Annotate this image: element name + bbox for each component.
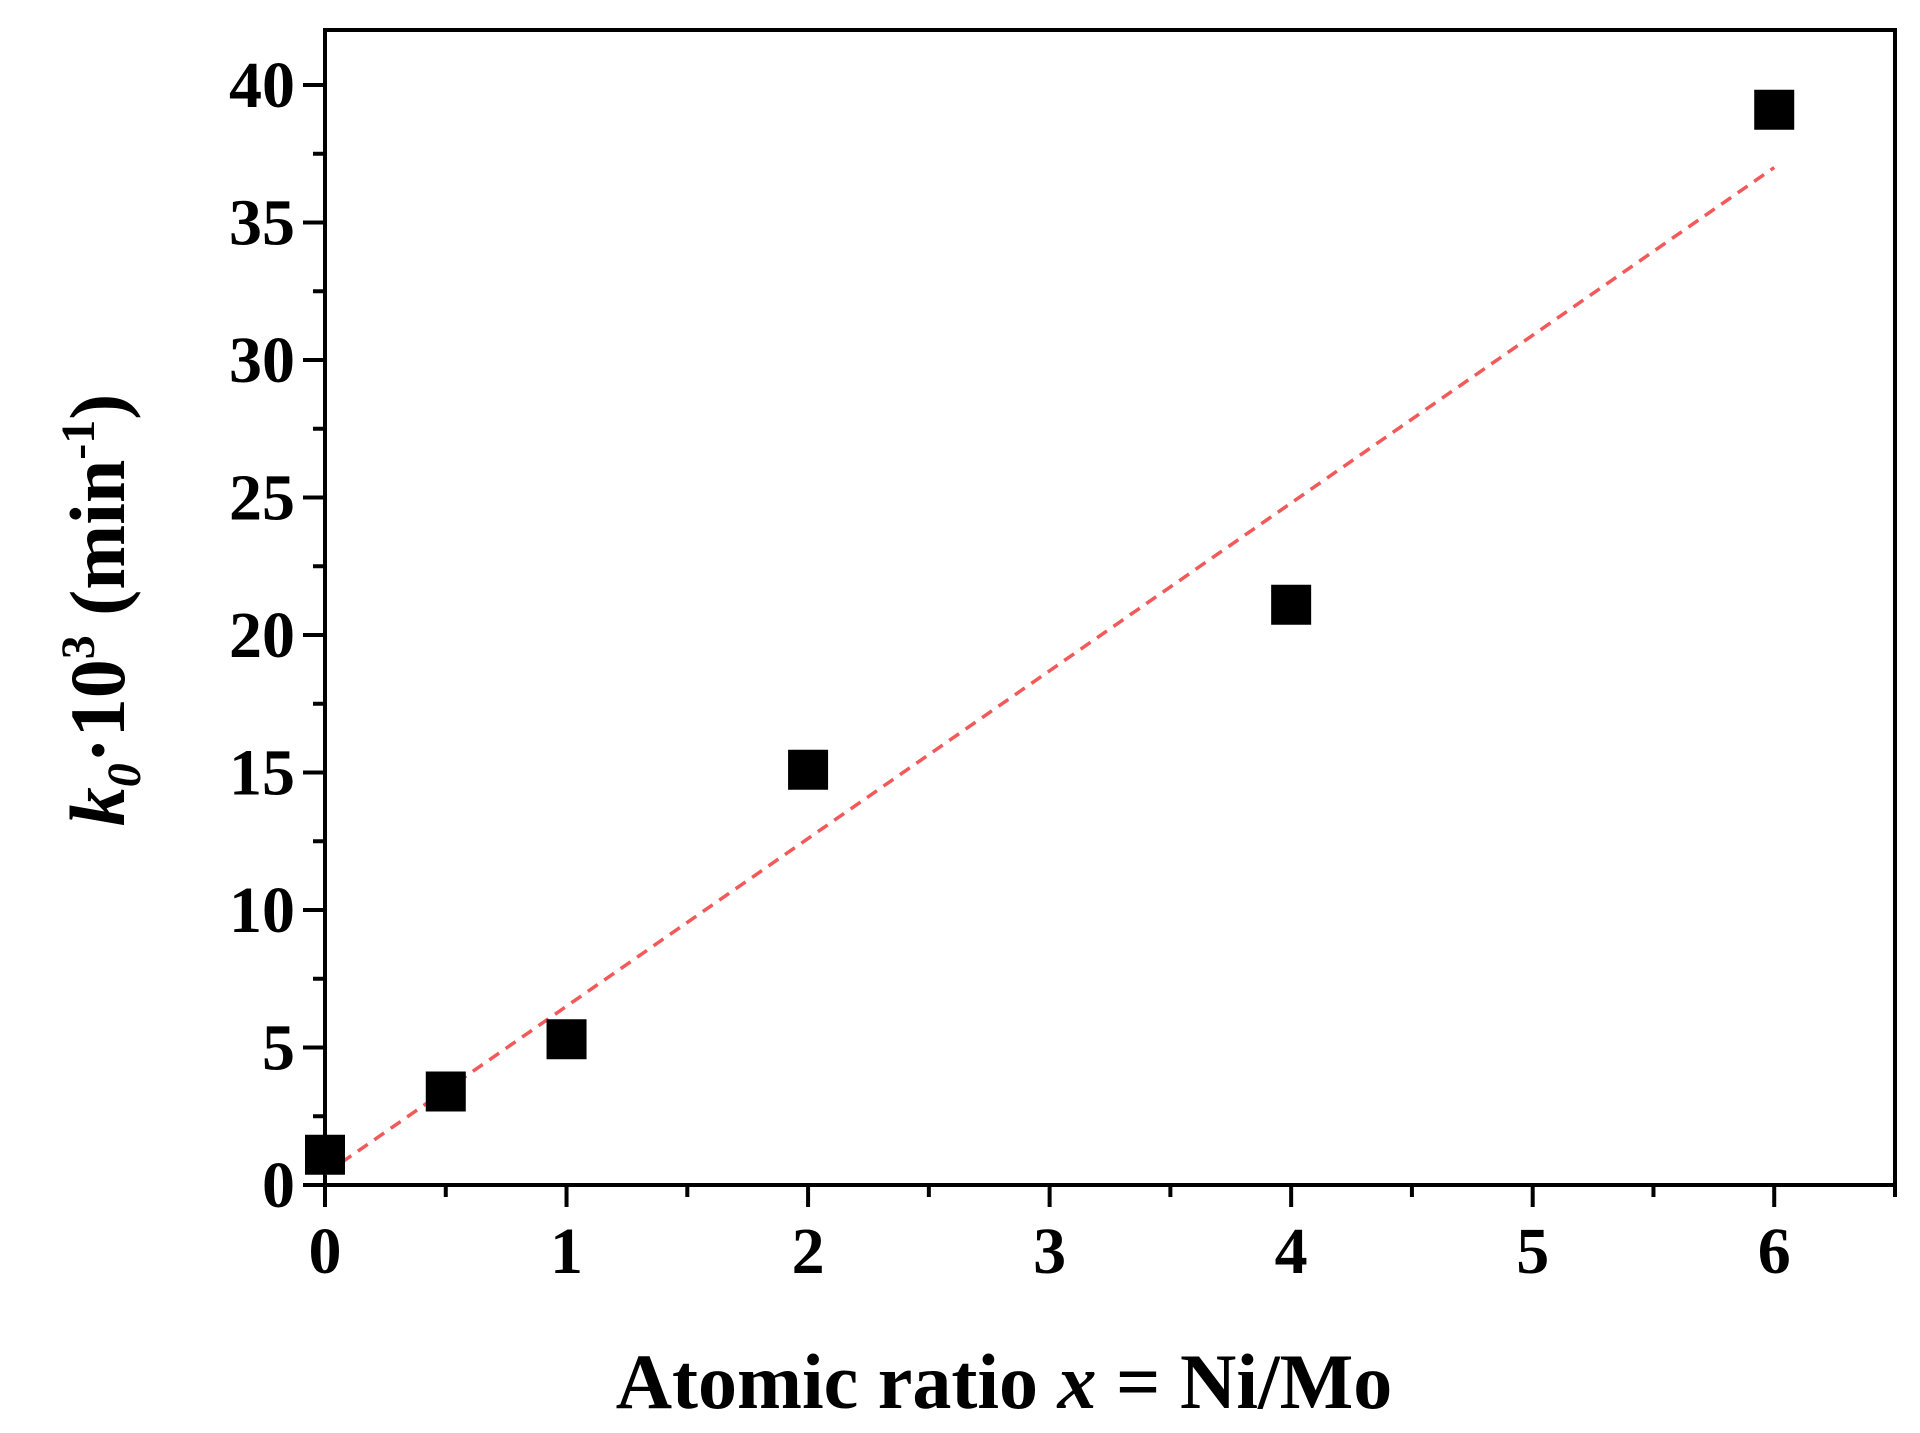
x-tick-label: 5 xyxy=(1516,1215,1549,1288)
x-tick-label: 2 xyxy=(792,1215,825,1288)
fit-line-layer xyxy=(324,166,1776,1176)
linear-fit-line xyxy=(324,166,1776,1176)
x-tick-label: 3 xyxy=(1033,1215,1066,1288)
y-tick-label: 10 xyxy=(229,874,295,947)
data-point xyxy=(546,1019,587,1060)
y-tick-label: 15 xyxy=(229,737,295,810)
y-tick-label: 0 xyxy=(262,1149,295,1222)
data-point xyxy=(1754,89,1795,130)
plot-frame xyxy=(323,28,1897,1187)
y-tick-label: 5 xyxy=(262,1012,295,1085)
y-tick-label: 25 xyxy=(229,462,295,535)
y-axis-title: k0·103 (min-1) xyxy=(52,394,151,826)
plot-border xyxy=(323,28,1897,1187)
x-axis-title: Atomic ratio x = Ni/Mo xyxy=(616,1338,1393,1425)
y-tick-labels: 0 5 10 15 20 25 30 35 40 xyxy=(229,49,295,1222)
y-tick-label: 30 xyxy=(229,324,295,397)
x-tick-label: 6 xyxy=(1758,1215,1791,1288)
x-tick-label: 1 xyxy=(550,1215,583,1288)
x-tick-labels: 0 1 2 3 4 5 6 xyxy=(309,1215,1791,1288)
x-tick-label: 0 xyxy=(309,1215,342,1288)
data-point xyxy=(788,749,829,790)
y-tick-label: 35 xyxy=(229,187,295,260)
data-point xyxy=(305,1134,345,1175)
y-tick-label: 40 xyxy=(229,49,295,122)
y-tick-label: 20 xyxy=(229,599,295,672)
data-point xyxy=(1271,584,1312,625)
axis-ticks xyxy=(303,83,1897,1207)
x-tick-label: 4 xyxy=(1275,1215,1308,1288)
data-points xyxy=(305,89,1795,1175)
data-point xyxy=(425,1071,466,1112)
